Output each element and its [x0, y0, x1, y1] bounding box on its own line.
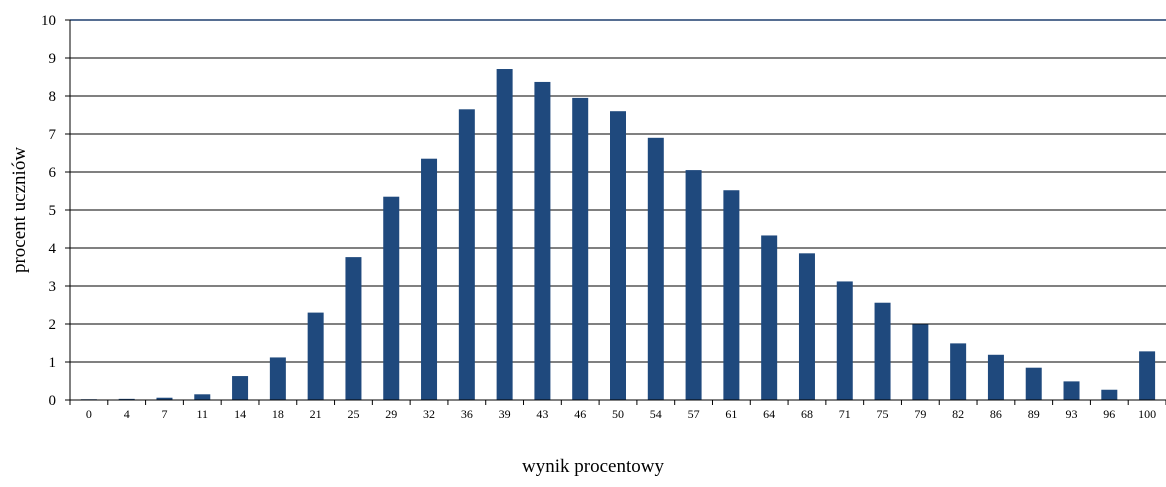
bar — [383, 196, 400, 400]
bar — [1101, 389, 1118, 400]
x-tick-label: 61 — [725, 407, 737, 421]
y-tick-label: 3 — [49, 279, 57, 295]
bar — [345, 257, 362, 400]
y-axis-title: procent uczniów — [9, 147, 30, 273]
bar — [1063, 381, 1080, 400]
x-tick-label: 32 — [423, 407, 435, 421]
y-tick-label: 2 — [49, 317, 57, 333]
x-tick-label: 100 — [1138, 407, 1156, 421]
bars — [80, 69, 1156, 401]
x-tick-label: 39 — [499, 407, 511, 421]
y-tick-label: 1 — [49, 355, 57, 371]
x-tick-label: 50 — [612, 407, 624, 421]
bar — [874, 302, 891, 400]
bar — [685, 170, 702, 400]
bar — [534, 81, 551, 400]
bar — [572, 97, 589, 401]
x-tick-label: 14 — [234, 407, 246, 421]
y-tick-label: 5 — [49, 203, 57, 219]
bar — [118, 398, 135, 400]
x-tick-label: 11 — [196, 407, 208, 421]
x-tick-label: 4 — [124, 407, 130, 421]
bar — [269, 357, 286, 400]
bar — [723, 190, 740, 400]
x-tick-label: 25 — [347, 407, 359, 421]
x-tick-label: 82 — [952, 407, 964, 421]
bar — [496, 69, 513, 401]
bar — [458, 109, 475, 401]
x-tick-label: 54 — [650, 407, 662, 421]
x-tick-label: 68 — [801, 407, 813, 421]
x-tick-label: 96 — [1103, 407, 1115, 421]
bar — [1025, 367, 1042, 400]
x-tick-label: 89 — [1028, 407, 1040, 421]
x-tick-label: 21 — [310, 407, 322, 421]
bar — [912, 324, 929, 400]
x-tick-label: 71 — [839, 407, 851, 421]
x-tick-label: 46 — [574, 407, 586, 421]
y-tick-label: 9 — [49, 51, 57, 67]
bar — [1139, 351, 1156, 400]
y-tick-labels: 0 1 2 3 4 5 6 7 8 9 10 — [41, 13, 57, 409]
bar — [610, 111, 626, 400]
x-tick-label: 43 — [536, 407, 548, 421]
x-tick-labels: 0 4 7 11 14 18 21 25 29 32 36 39 43 46 50 54 57 61 64 68 71 7… — [86, 407, 1156, 421]
bar — [836, 281, 853, 400]
bar — [987, 354, 1004, 400]
y-tick-label: 10 — [41, 13, 56, 29]
bar — [798, 253, 815, 400]
x-tick-label: 93 — [1066, 407, 1078, 421]
x-tick-label: 64 — [763, 407, 775, 421]
x-tick-label: 29 — [385, 407, 397, 421]
bar — [647, 137, 664, 401]
y-tick-label: 4 — [49, 241, 57, 257]
x-tick-label: 86 — [990, 407, 1002, 421]
bar — [761, 235, 778, 400]
x-tick-label: 79 — [914, 407, 926, 421]
bar — [307, 312, 324, 400]
x-tick-label: 7 — [161, 407, 167, 421]
x-tick-label: 36 — [461, 407, 473, 421]
y-tick-label: 8 — [49, 89, 57, 105]
bar — [950, 343, 967, 400]
x-tick-label: 57 — [688, 407, 700, 421]
x-axis-title: wynik procentowy — [522, 456, 664, 477]
bar — [194, 394, 211, 400]
x-tick-label: 75 — [877, 407, 889, 421]
axes — [65, 19, 1166, 405]
x-tick-label: 0 — [86, 407, 92, 421]
bar — [156, 397, 173, 400]
x-tick-label: 18 — [272, 407, 284, 421]
y-tick-label: 7 — [49, 127, 57, 143]
y-tick-label: 6 — [49, 165, 57, 181]
bar — [232, 376, 249, 400]
y-tick-label: 0 — [49, 393, 57, 409]
bar — [421, 158, 438, 400]
